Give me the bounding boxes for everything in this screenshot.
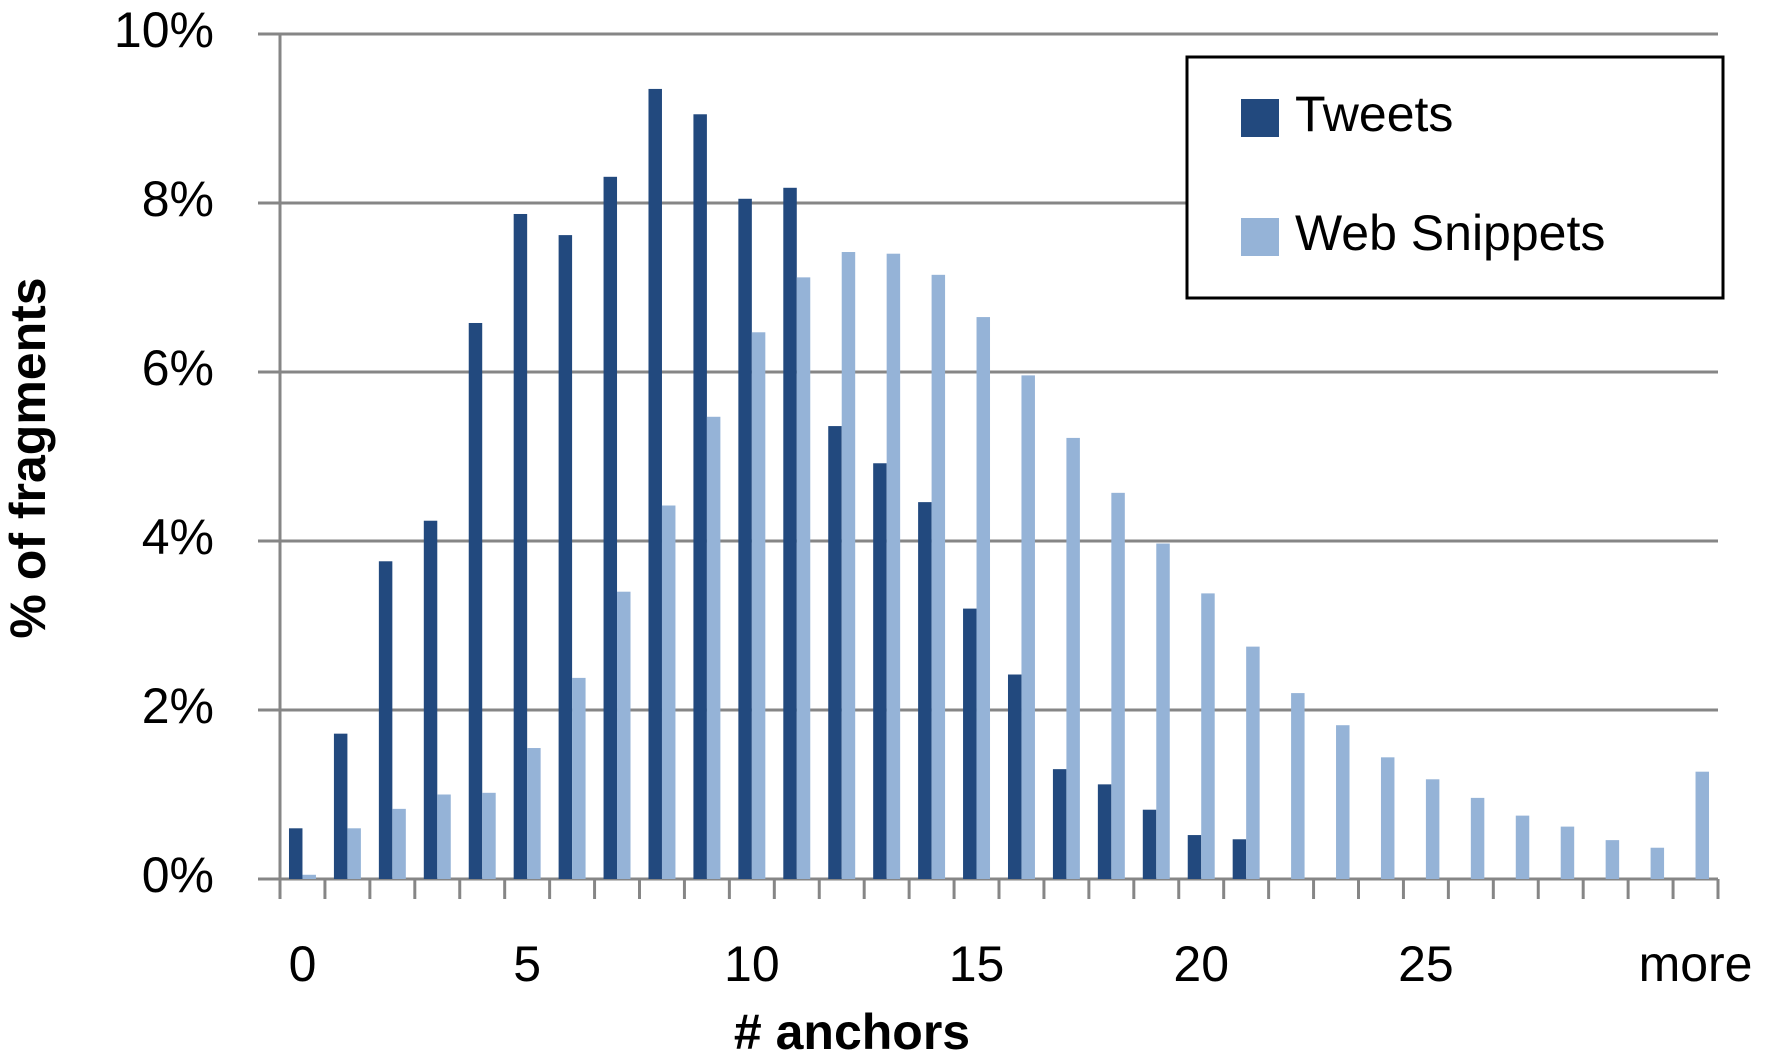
x-tick-label: more [1639,936,1753,992]
bar [1605,840,1620,879]
bar [572,677,586,879]
bar [918,502,932,879]
bar [1052,769,1067,879]
bar [1470,797,1485,879]
x-tick-label: 10 [724,936,780,992]
bar [527,748,541,879]
bar [558,235,573,880]
bar [706,416,721,879]
x-tick-label: 15 [949,936,1005,992]
bar [347,828,361,879]
bar [617,591,631,879]
legend-swatch [1241,99,1279,137]
bar [1246,646,1260,879]
bar [886,253,901,879]
bar [828,426,842,879]
y-axis-label: % of fragments [0,277,56,638]
legend-swatch [1241,218,1279,256]
bar [1291,693,1305,879]
bar [288,828,303,879]
bar [1232,839,1247,879]
bar [976,317,991,879]
bar [603,176,618,879]
bar [963,608,977,879]
bar [423,520,438,879]
bar [1111,492,1125,879]
legend-label: Web Snippets [1295,205,1605,261]
bar [302,874,316,879]
bar [1201,593,1215,879]
legend-box [1185,55,1725,300]
bar [392,808,406,879]
bar [751,332,766,879]
y-tick-label: 4% [142,509,214,565]
bar [513,213,528,880]
bar [378,561,393,879]
bar [841,252,856,879]
y-tick-label: 2% [142,678,214,734]
x-tick-label: 0 [289,936,317,992]
x-axis-label: # anchors [734,1004,970,1060]
bar [1021,375,1035,879]
bar [796,277,811,879]
bar [873,463,887,879]
bar [783,187,797,880]
x-tick-label: 25 [1398,936,1454,992]
bar [1066,437,1080,879]
y-tick-label: 8% [142,171,214,227]
bar [1695,771,1710,879]
y-tick-label: 0% [142,847,214,903]
bar [1336,725,1350,879]
bar [648,88,662,880]
legend-label: Tweets [1295,86,1453,142]
bar [1425,779,1440,879]
bar [693,114,707,879]
bar [1187,835,1202,879]
bar [738,198,752,879]
bar [468,322,483,879]
bar [333,733,348,879]
bar [1650,847,1665,879]
y-tick-label: 6% [142,340,214,396]
bar [1156,543,1170,879]
x-tick-label: 20 [1173,936,1229,992]
bar [437,794,451,879]
bar [1560,826,1575,879]
bar [1515,815,1530,879]
bar [482,792,496,879]
bar [1007,674,1022,879]
bar [1097,784,1112,879]
bar [1142,809,1157,879]
y-tick-label: 10% [114,2,214,58]
bar [661,505,676,879]
bar [931,274,946,879]
bar [1380,757,1395,879]
x-tick-label: 5 [513,936,541,992]
